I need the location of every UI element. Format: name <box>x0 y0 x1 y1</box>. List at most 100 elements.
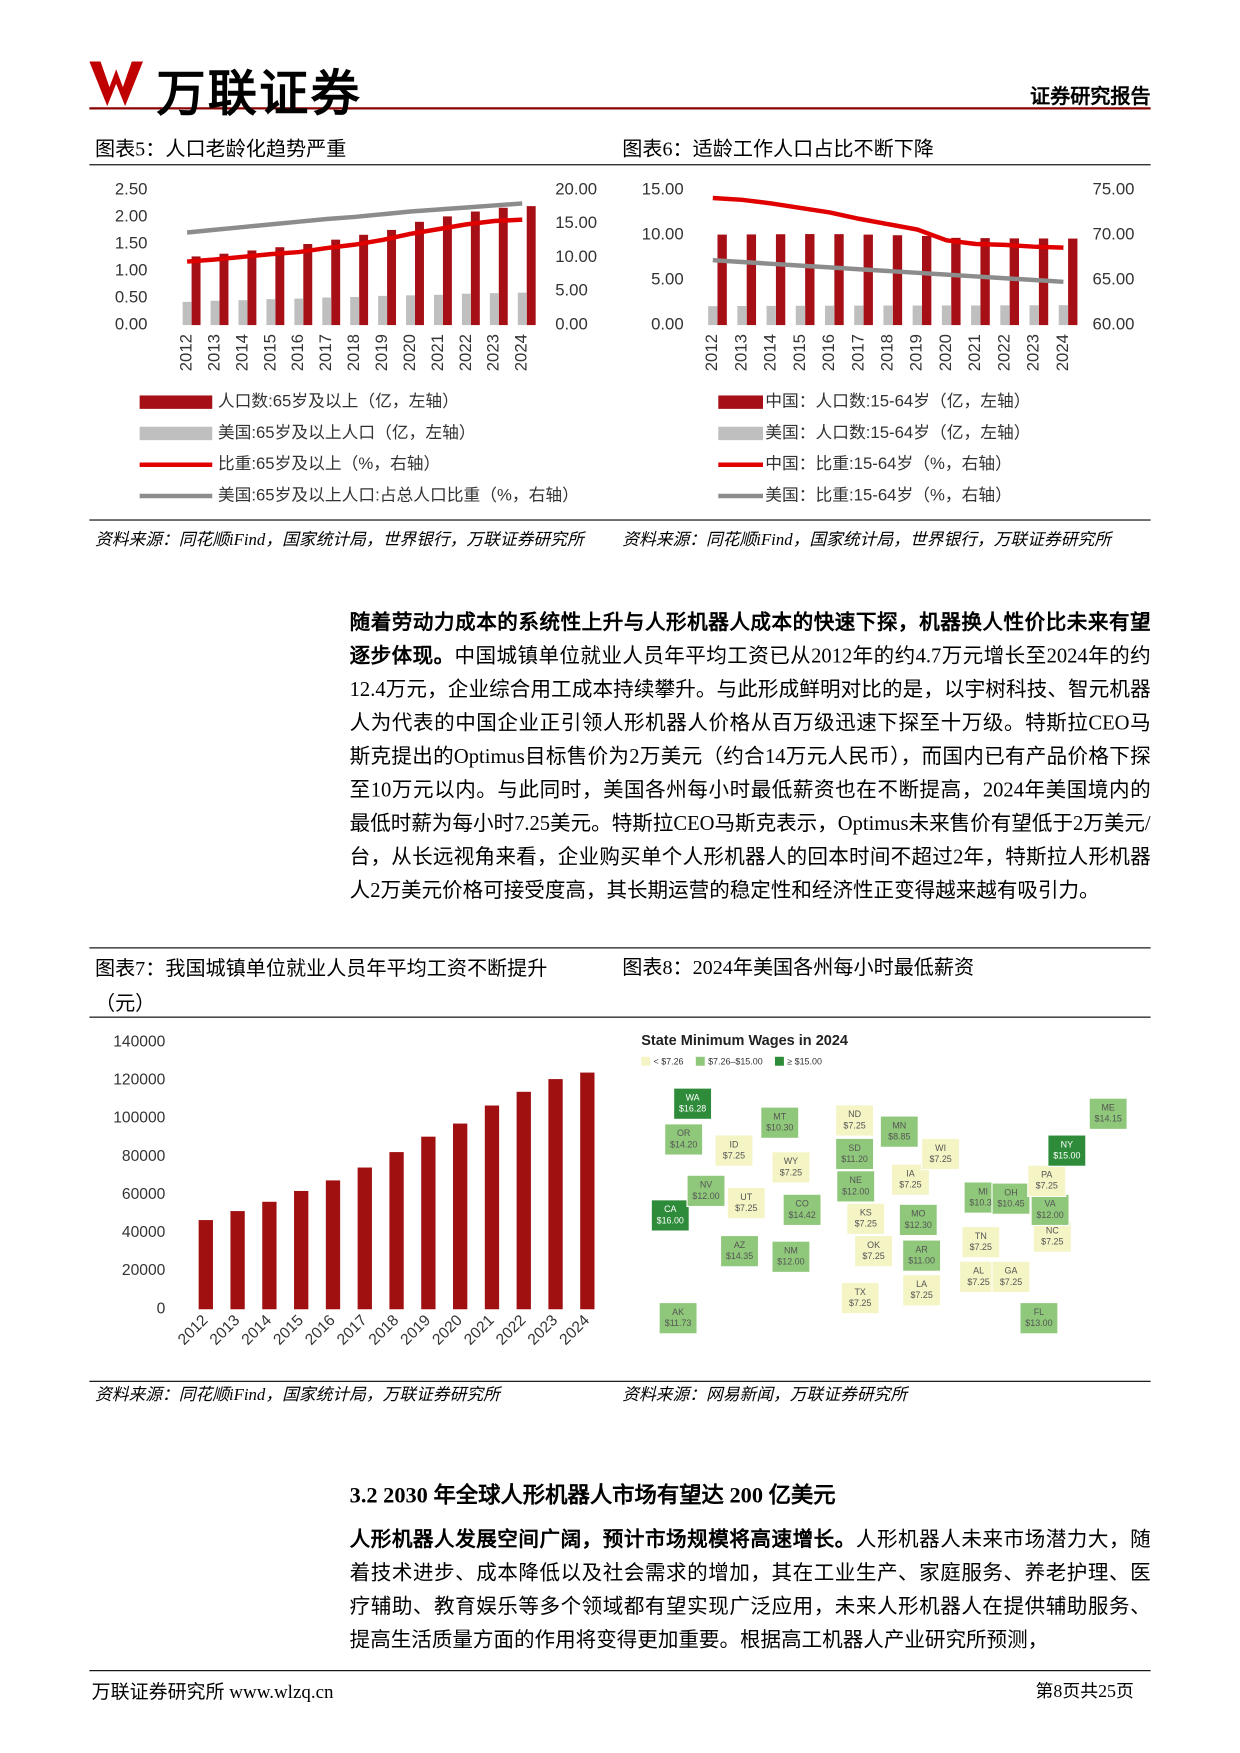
state-wage: $7.25 <box>849 1298 871 1308</box>
state <box>726 1186 766 1220</box>
logo-text: 万联证券 <box>156 65 362 123</box>
x-tick-label: 2023 <box>525 1312 562 1349</box>
x-tick-label: 2020 <box>429 1312 466 1349</box>
y-tick-label: 2.00 <box>115 206 148 225</box>
bar <box>238 300 248 326</box>
state <box>961 1226 1001 1259</box>
state-wage: $15.00 <box>1053 1151 1080 1161</box>
state <box>898 1203 938 1237</box>
bar <box>294 1190 309 1310</box>
lead: 人形机器人发展空间广阔，预计市场规模将高速增长。 <box>349 1528 856 1551</box>
bar <box>325 1180 341 1310</box>
state-wage: $7.25 <box>1036 1181 1058 1191</box>
state <box>921 1137 961 1171</box>
section-heading: 3.2 2030 年全球人形机器人市场有望达 200 亿美元 <box>349 1483 836 1509</box>
x-tick-label: 2013 <box>731 334 750 371</box>
state-abbr: AL <box>973 1266 984 1276</box>
state <box>1088 1097 1128 1130</box>
state-abbr: CA <box>664 1204 676 1214</box>
bar <box>489 293 499 326</box>
legend-label: 美国:65岁及以上人口（亿，左轴） <box>218 423 476 442</box>
bar <box>387 229 397 326</box>
y2-tick-label: 70.00 <box>1093 224 1135 243</box>
line <box>712 257 1064 285</box>
x-tick-label: 2015 <box>260 334 279 371</box>
state-wage: $7.25 <box>929 1154 951 1164</box>
legend-swatch <box>718 426 763 441</box>
state <box>771 1151 811 1184</box>
x-tick-label: 2013 <box>207 1312 244 1349</box>
bar <box>389 1152 404 1310</box>
state <box>840 1281 880 1315</box>
state-wage: $16.00 <box>657 1215 684 1225</box>
bar <box>951 237 961 326</box>
state-wage: $12.00 <box>692 1191 719 1201</box>
state-abbr: WI <box>935 1143 946 1153</box>
state-wage: $7.25 <box>780 1167 802 1177</box>
legend-label: < $7.26 <box>654 1057 684 1067</box>
x-tick-label: 2021 <box>965 334 984 371</box>
state-abbr: ID <box>729 1139 738 1149</box>
state-wage: $12.30 <box>905 1220 932 1230</box>
bar <box>892 235 903 326</box>
state <box>836 1170 876 1203</box>
state <box>760 1106 800 1139</box>
bar <box>922 235 932 326</box>
map-title: State Minimum Wages in 2024 <box>641 1033 848 1049</box>
legend-label: ≥ $15.00 <box>787 1057 822 1067</box>
state-wage: $7.25 <box>1000 1277 1022 1287</box>
x-tick-label: 2021 <box>461 1312 498 1349</box>
bar <box>1000 305 1010 326</box>
x-tick-label: 2014 <box>232 334 251 371</box>
state-wage: $13.00 <box>1025 1318 1052 1328</box>
x-tick-label: 2019 <box>907 334 926 371</box>
bar <box>275 247 285 326</box>
figure-title: 图表5：人口老龄化趋势严重 <box>94 137 347 160</box>
source: 资料来源：网易新闻，万联证券研究所 <box>622 1386 908 1405</box>
bar <box>526 206 536 326</box>
y-tick-label: 20000 <box>122 1262 166 1279</box>
bar <box>1009 238 1020 326</box>
x-tick-label: 2021 <box>428 334 447 371</box>
bar <box>182 301 192 326</box>
bar <box>825 305 835 326</box>
y-tick-label: 5.00 <box>651 269 684 288</box>
bar <box>883 305 893 326</box>
state-wage: $7.25 <box>855 1219 877 1229</box>
state <box>782 1193 822 1227</box>
bar <box>795 305 806 326</box>
x-tick-label: 2023 <box>1024 334 1043 371</box>
bar <box>708 306 718 326</box>
source: 资料来源：同花顺iFind，国家统计局，万联证券研究所 <box>94 1386 500 1405</box>
x-tick-label: 2012 <box>175 1312 212 1349</box>
bar <box>350 296 360 326</box>
state-abbr: OK <box>867 1240 880 1250</box>
state-abbr: TN <box>975 1231 987 1241</box>
x-tick-label: 2023 <box>484 334 503 371</box>
state <box>879 1115 919 1148</box>
y2-tick-label: 60.00 <box>1093 315 1135 334</box>
y-tick-label: 0 <box>157 1300 166 1317</box>
state-wage: $7.25 <box>735 1203 757 1213</box>
state-abbr: MI <box>978 1186 988 1196</box>
bar <box>357 1167 372 1310</box>
footer-left: 万联证券研究所 www.wlzq.cn <box>91 1681 334 1703</box>
state-wage: $12.00 <box>842 1186 869 1196</box>
legend-label: 美国：人口数:15-64岁（亿，左轴） <box>765 423 1030 442</box>
bar <box>498 207 508 326</box>
state-wage: $8.85 <box>888 1132 910 1142</box>
y2-tick-label: 5.00 <box>555 281 588 300</box>
bar <box>717 234 727 326</box>
state-abbr: ME <box>1101 1103 1114 1113</box>
state-abbr: TX <box>854 1287 865 1297</box>
bar <box>854 305 864 326</box>
state-abbr: KS <box>860 1208 872 1218</box>
x-tick-label: 2017 <box>848 334 867 371</box>
bar <box>303 243 313 326</box>
state <box>686 1174 726 1208</box>
y-tick-label: 10.00 <box>642 224 684 243</box>
state-abbr: AZ <box>734 1240 746 1250</box>
state-wage: $7.25 <box>1041 1237 1063 1247</box>
state-abbr: PA <box>1041 1170 1052 1180</box>
x-tick-label: 2016 <box>819 334 838 371</box>
